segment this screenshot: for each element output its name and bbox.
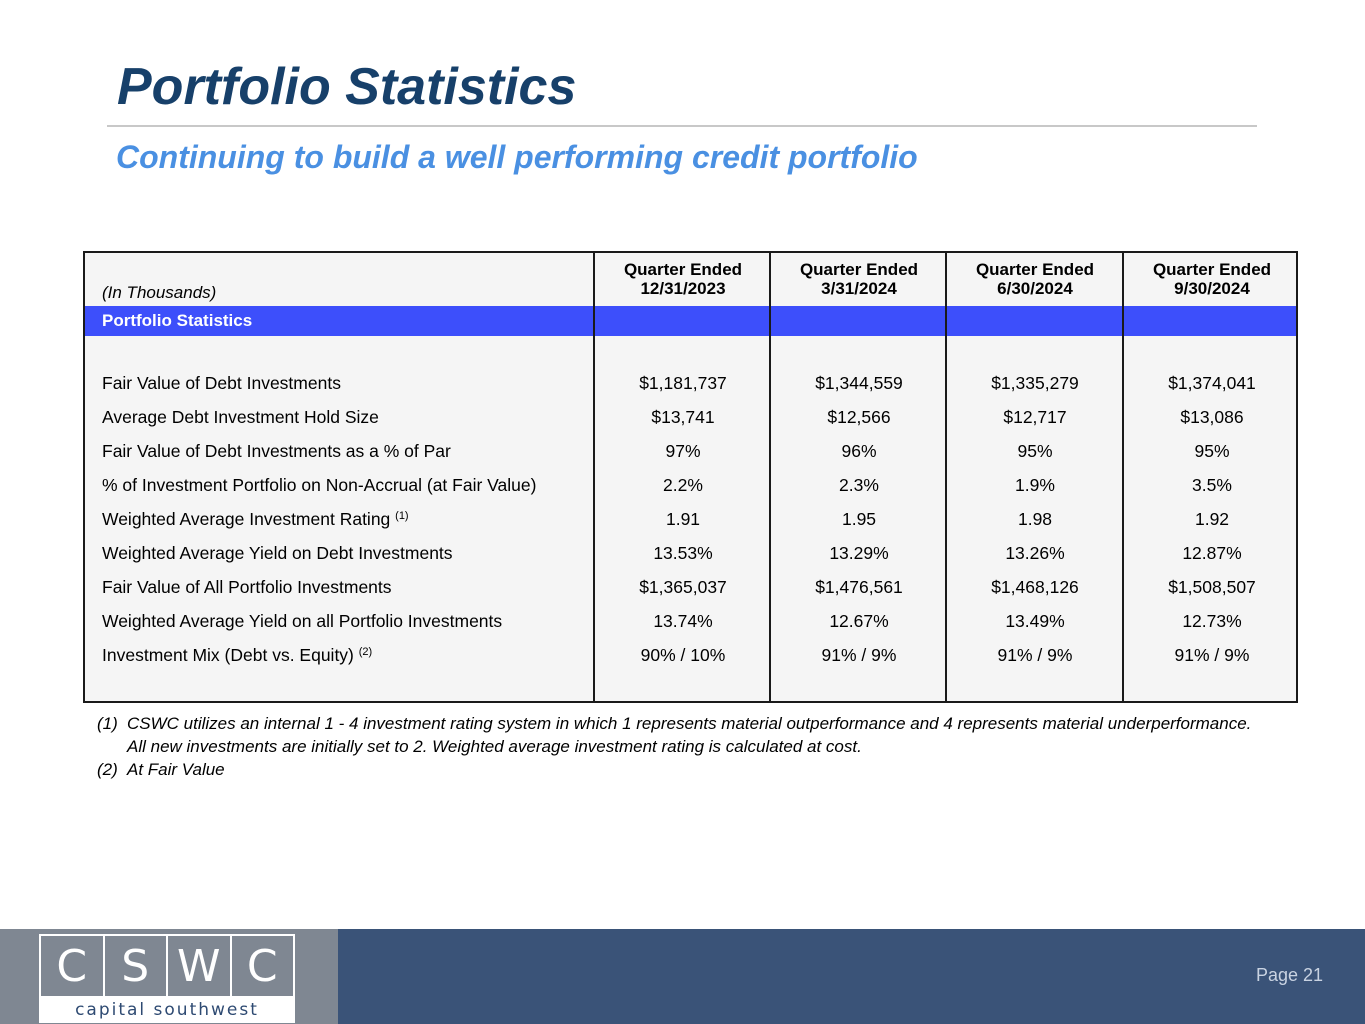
page-number: Page 21 (1255, 965, 1323, 985)
cell-value: 90% / 10% (640, 645, 726, 665)
cell-value: 91% / 9% (1174, 645, 1250, 665)
table-row: Average Debt Investment Hold Size $13,74… (85, 400, 1296, 434)
logo-letter: S (102, 934, 166, 998)
cell-value: 3.5% (1192, 475, 1232, 495)
column-divider (945, 253, 947, 701)
portfolio-statistics-table: Portfolio Statistics (In Thousands) Quar… (83, 251, 1298, 703)
cell-value: $13,741 (651, 407, 715, 427)
title-divider (107, 125, 1257, 127)
cell-value: 1.92 (1194, 509, 1230, 529)
section-label: Portfolio Statistics (102, 311, 253, 330)
cell-value: $12,717 (1003, 407, 1067, 427)
cell-value: 95% (1194, 441, 1230, 461)
cell-value: $12,566 (827, 407, 891, 427)
column-header: Quarter Ended 12/31/2023 (595, 260, 771, 298)
units-label: (In Thousands) (102, 283, 217, 302)
page-title: Portfolio Statistics (117, 58, 577, 116)
logo-wordmark: capital southwest (39, 997, 295, 1023)
cell-value: 12.73% (1182, 611, 1242, 631)
column-header-line1: Quarter Ended (799, 260, 919, 279)
logo-letter: C (229, 934, 295, 998)
logo-letter: C (39, 934, 103, 998)
footnotes: (1) CSWC utilizes an internal 1 - 4 inve… (97, 712, 1267, 781)
footnote-text: CSWC utilizes an internal 1 - 4 investme… (127, 714, 1252, 756)
cell-value: 1.91 (665, 509, 701, 529)
row-label: Fair Value of All Portfolio Investments (102, 577, 392, 597)
row-label: Average Debt Investment Hold Size (102, 407, 379, 427)
footnote: (1) CSWC utilizes an internal 1 - 4 inve… (97, 712, 1267, 758)
cell-value: 13.26% (1005, 543, 1065, 563)
cell-value: $1,181,737 (639, 373, 727, 393)
cell-value: 13.49% (1005, 611, 1065, 631)
table-row: Weighted Average Yield on Debt Investmen… (85, 536, 1296, 570)
column-divider (1122, 253, 1124, 701)
row-label: Weighted Average Yield on all Portfolio … (102, 611, 503, 631)
company-logo: C S W C capital southwest (0, 929, 338, 1024)
cell-value: 12.87% (1182, 543, 1242, 563)
cell-value: 2.2% (663, 475, 703, 495)
column-header-line1: Quarter Ended (1152, 260, 1272, 279)
row-label: % of Investment Portfolio on Non-Accrual… (102, 475, 537, 495)
column-header-date: 3/31/2024 (821, 279, 897, 298)
row-label: Fair Value of Debt Investments (102, 373, 341, 393)
table-row: Weighted Average Yield on all Portfolio … (85, 604, 1296, 638)
cell-value: $1,476,561 (815, 577, 903, 597)
column-header-date: 12/31/2023 (640, 279, 726, 298)
table-row: Weighted Average Investment Rating (1) 1… (85, 502, 1296, 536)
cell-value: $1,508,507 (1168, 577, 1256, 597)
cell-value: 97% (665, 441, 701, 461)
cell-value: 91% / 9% (821, 645, 897, 665)
column-header-line1: Quarter Ended (975, 260, 1095, 279)
footnote-ref: (2) (358, 646, 373, 658)
cell-value: 1.9% (1015, 475, 1055, 495)
cell-value: 91% / 9% (997, 645, 1073, 665)
row-label: Fair Value of Debt Investments as a % of… (102, 441, 451, 461)
table-row: Fair Value of Debt Investments $1,181,73… (85, 366, 1296, 400)
cell-value: 12.67% (829, 611, 889, 631)
cell-value: 1.95 (841, 509, 877, 529)
cell-value: 2.3% (839, 475, 879, 495)
cell-value: 13.74% (653, 611, 713, 631)
footnote-number: (1) (97, 714, 118, 733)
row-label: Weighted Average Investment Rating (1) (102, 509, 409, 529)
cell-value: 1.98 (1017, 509, 1053, 529)
column-header-date: 9/30/2024 (1174, 279, 1250, 298)
cell-value: $1,335,279 (991, 373, 1079, 393)
column-header: Quarter Ended 6/30/2024 (947, 260, 1123, 298)
logo-mark: C S W C (39, 934, 295, 998)
cell-value: 95% (1017, 441, 1053, 461)
cell-value: $1,344,559 (815, 373, 903, 393)
cell-value: $1,365,037 (639, 577, 727, 597)
column-header: Quarter Ended 3/31/2024 (771, 260, 947, 298)
footnote: (2) At Fair Value (97, 758, 1267, 781)
section-band: Portfolio Statistics (85, 306, 1296, 336)
row-label: Investment Mix (Debt vs. Equity) (2) (102, 645, 373, 665)
column-header-date: 6/30/2024 (997, 279, 1073, 298)
cell-value: 13.29% (829, 543, 889, 563)
cell-value: $13,086 (1180, 407, 1244, 427)
table-row: Fair Value of All Portfolio Investments … (85, 570, 1296, 604)
table-row: Fair Value of Debt Investments as a % of… (85, 434, 1296, 468)
column-header-line1: Quarter Ended (623, 260, 743, 279)
cell-value: 96% (841, 441, 877, 461)
column-divider (593, 253, 595, 701)
cell-value: 13.53% (653, 543, 713, 563)
table-row: % of Investment Portfolio on Non-Accrual… (85, 468, 1296, 502)
footnote-number: (2) (97, 760, 118, 779)
column-header: Quarter Ended 9/30/2024 (1124, 260, 1300, 298)
cell-value: $1,374,041 (1168, 373, 1256, 393)
footnote-text: At Fair Value (127, 760, 225, 779)
footer-bar: C S W C capital southwest Page 21 (0, 929, 1365, 1024)
page-subtitle: Continuing to build a well performing cr… (116, 139, 918, 175)
footnote-ref: (1) (395, 510, 409, 522)
column-divider (769, 253, 771, 701)
table-row: Investment Mix (Debt vs. Equity) (2) 90%… (85, 638, 1296, 672)
logo-letter: W (166, 934, 230, 998)
row-label: Weighted Average Yield on Debt Investmen… (102, 543, 453, 563)
cell-value: $1,468,126 (991, 577, 1079, 597)
